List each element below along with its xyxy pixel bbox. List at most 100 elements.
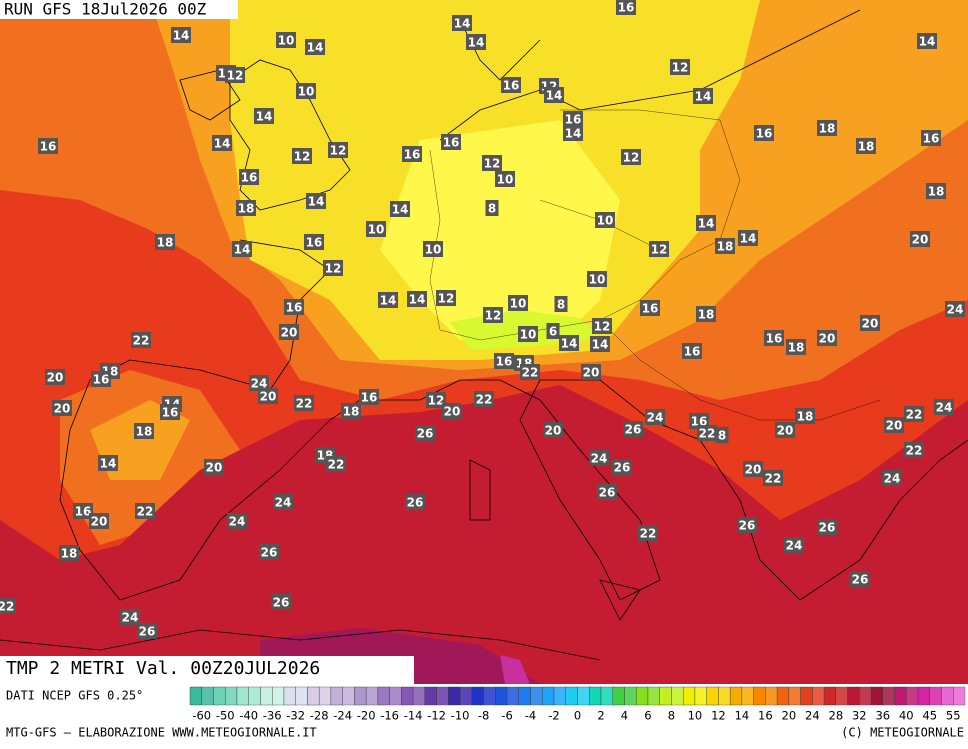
- scale-cell: [788, 686, 801, 706]
- label-box: [743, 461, 763, 477]
- scale-cell: [495, 686, 508, 706]
- label-box: [621, 149, 641, 165]
- scale-cell: [589, 686, 602, 706]
- scale-cell: [553, 686, 566, 706]
- label-box: [508, 295, 528, 311]
- temperature-label: 16: [766, 332, 783, 346]
- temperature-label: 20: [545, 424, 562, 438]
- temperature-label: 8: [718, 429, 726, 443]
- label-box: [623, 421, 643, 437]
- label-box: [91, 371, 111, 387]
- temperature-label: 12: [330, 144, 347, 158]
- temperature-label: 26: [407, 496, 424, 510]
- scale-cell: [706, 686, 719, 706]
- label-box: [917, 33, 937, 49]
- label-box: [518, 326, 538, 342]
- scale-tick-label: 24: [805, 709, 820, 723]
- label-box: [160, 404, 180, 420]
- label-box: [775, 422, 795, 438]
- color-scale: -60 -50 -40 -36 -32 -28 -24 -20 -16 -14 -12 -10 -8 -6…: [189, 686, 966, 723]
- label-box: [670, 59, 690, 75]
- scale-cell: [213, 686, 226, 706]
- label-box: [595, 212, 615, 228]
- label-box: [860, 315, 880, 331]
- temperature-label: 8: [557, 298, 565, 312]
- label-box: [304, 234, 324, 250]
- label-box: [784, 537, 804, 553]
- coastlines: [0, 9, 968, 661]
- scale-cell: [718, 686, 731, 706]
- label-box: [616, 0, 636, 15]
- label-box: [407, 291, 427, 307]
- temperature-label: 20: [206, 461, 223, 475]
- label-box: [294, 395, 314, 411]
- scale-cell: [483, 686, 496, 706]
- label-box: [45, 369, 65, 385]
- temperature-label: 14: [546, 89, 563, 103]
- scale-cell: [518, 686, 531, 706]
- temperature-label: 14: [214, 137, 231, 151]
- label-box: [520, 364, 540, 380]
- label-box: [305, 39, 325, 55]
- scale-tick-label: 45: [922, 709, 937, 723]
- scale-cell: [741, 686, 754, 706]
- temperature-label: 18: [698, 308, 715, 322]
- scale-cell: [471, 686, 484, 706]
- label-box: [612, 459, 632, 475]
- label-box: [98, 455, 118, 471]
- label-box: [945, 301, 965, 317]
- label-box: [649, 241, 669, 257]
- temperature-label: 16: [496, 355, 513, 369]
- temperature-label: 12: [594, 320, 611, 334]
- temperature-label: 22: [296, 397, 313, 411]
- source: DATI NCEP GFS 0.25°: [6, 689, 143, 703]
- scale-cell: [823, 686, 837, 706]
- label-box: [296, 83, 316, 99]
- scale-cell: [201, 686, 214, 706]
- temperature-label: 14: [380, 294, 397, 308]
- scale-cell: [894, 686, 907, 706]
- scale-cell: [295, 686, 308, 706]
- label-box: [323, 260, 343, 276]
- temperature-label: 6: [549, 325, 557, 339]
- label-box: [763, 470, 783, 486]
- scale-tick-label: 6: [644, 709, 651, 723]
- temperature-label: 26: [739, 519, 756, 533]
- scale-cell: [776, 686, 790, 706]
- label-box: [59, 545, 79, 561]
- label-box: [640, 300, 660, 316]
- temperature-label: 20: [583, 366, 600, 380]
- label-box: [884, 417, 904, 433]
- label-box: [276, 32, 296, 48]
- label-box: [494, 353, 514, 369]
- temperature-label: 20: [745, 463, 762, 477]
- scale-cell: [225, 686, 238, 706]
- label-box: [697, 425, 717, 441]
- scale-tick-label: -8: [478, 709, 489, 723]
- temperature-label: 18: [788, 341, 805, 355]
- scale-tick-label: -12: [427, 709, 446, 723]
- scale-tick-label: 16: [758, 709, 773, 723]
- label-box: [856, 138, 876, 154]
- temperature-label: 16: [923, 132, 940, 146]
- scale-cell: [260, 686, 273, 706]
- scale-cell: [847, 686, 860, 706]
- temperature-label: 20: [886, 419, 903, 433]
- temperature-label: 26: [599, 486, 616, 500]
- scale-cell: [753, 686, 766, 706]
- label-box: [904, 442, 924, 458]
- map-title: TMP 2 METRI Val. 00Z20JUL2026: [6, 658, 320, 679]
- scale-cell: [600, 686, 613, 706]
- label-box: [559, 335, 579, 351]
- scale-cell: [459, 686, 473, 706]
- label-box: [366, 221, 386, 237]
- temperature-label: 16: [618, 1, 635, 15]
- temperature-label: 16: [93, 373, 110, 387]
- scale-cell: [189, 686, 202, 706]
- label-box: [135, 503, 155, 519]
- label-box: [236, 200, 256, 216]
- label-box: [587, 271, 607, 287]
- temperature-label: 22: [522, 366, 539, 380]
- label-box: [926, 183, 946, 199]
